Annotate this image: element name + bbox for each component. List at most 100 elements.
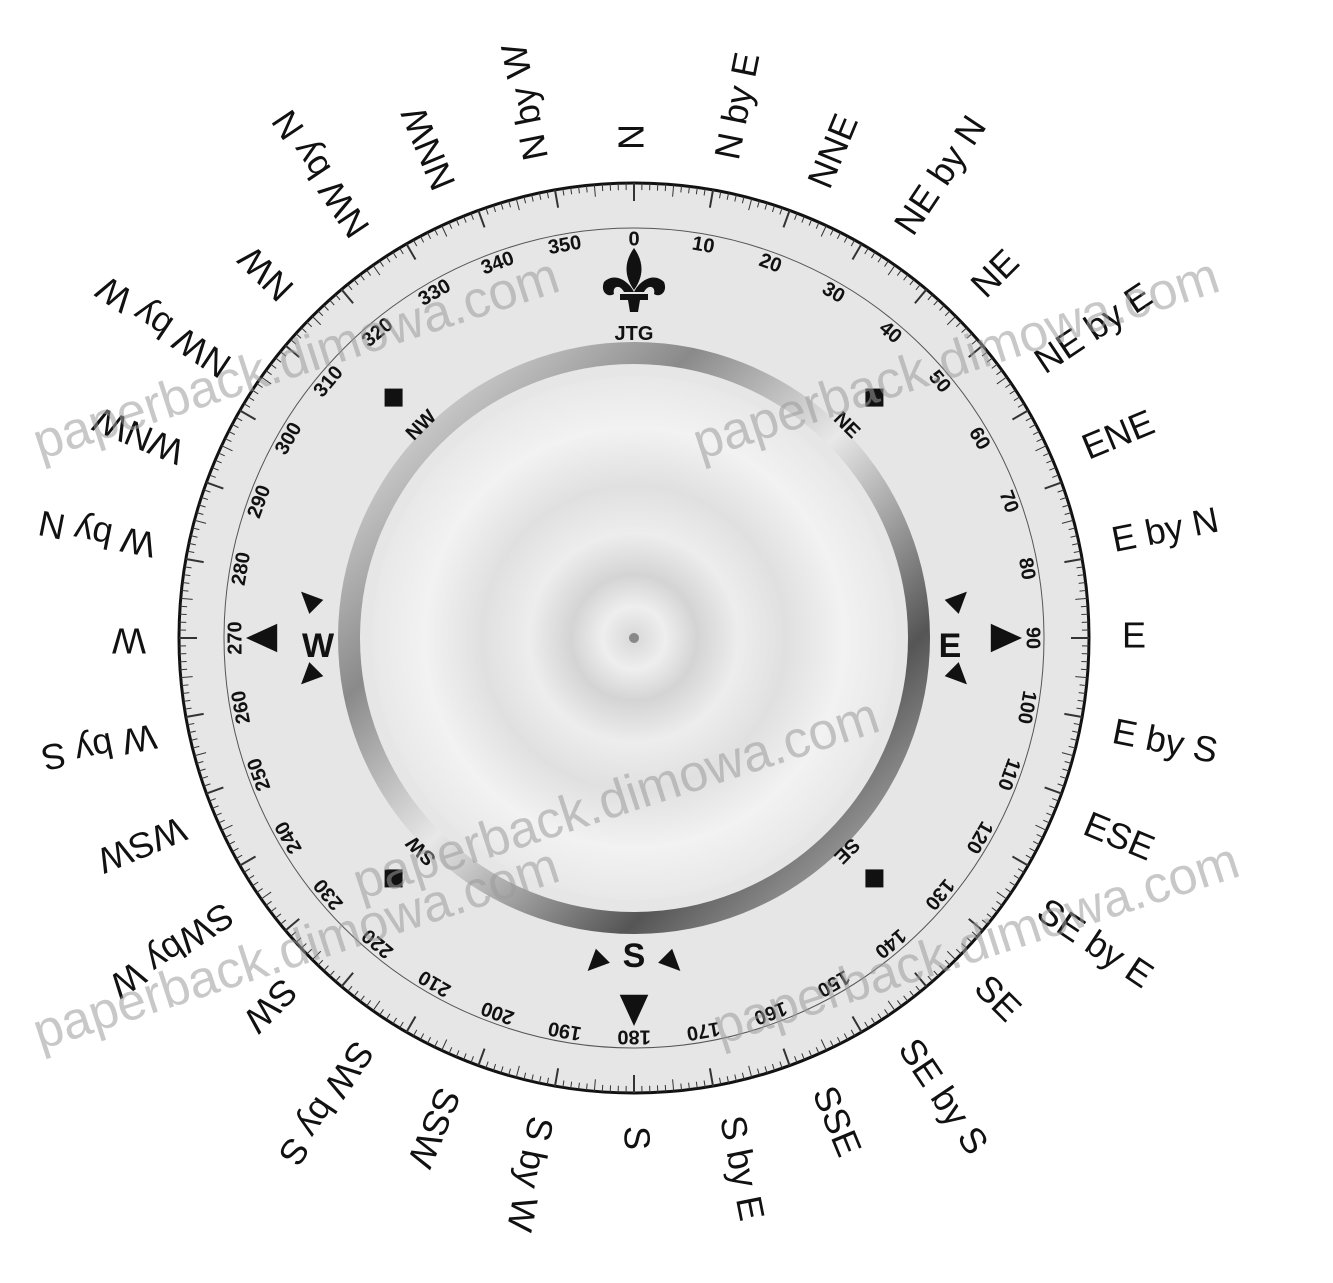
- degree-tick: [1032, 840, 1040, 846]
- compass-point-label: SE: [967, 966, 1030, 1029]
- degree-tick: [317, 310, 324, 317]
- degree-tick: [247, 396, 255, 402]
- triangle-pointer-icon: [658, 948, 681, 971]
- degree-tick: [1046, 459, 1054, 464]
- degree-tick: [211, 805, 219, 809]
- degree-tick: [405, 243, 417, 261]
- inner-dial-edge: [223, 227, 1045, 1049]
- degree-tick: [850, 239, 856, 247]
- degree-tick: [968, 918, 984, 932]
- degree-tick: [399, 247, 404, 255]
- degree-tick: [500, 202, 504, 210]
- degree-tick: [966, 937, 973, 943]
- compass-point-label: W: [112, 620, 146, 661]
- degree-tick: [1077, 699, 1085, 702]
- degree-tick: [1009, 881, 1016, 887]
- degree-tick: [1062, 768, 1070, 772]
- degree-tick: [198, 768, 206, 772]
- degree-tick: [372, 1000, 381, 1012]
- degree-tick: [955, 948, 962, 955]
- degree-tick: [695, 1081, 698, 1089]
- degree-tick: [688, 186, 690, 194]
- degree-tick: [870, 251, 876, 259]
- degree-tick: [1077, 574, 1085, 577]
- degree-tick: [939, 304, 945, 311]
- degree-tick: [198, 504, 206, 508]
- degree-tick: [986, 913, 993, 919]
- degree-tick: [946, 315, 957, 326]
- degree-tick: [181, 589, 189, 592]
- degree-tick: [359, 995, 365, 1002]
- degree-tick: [1079, 684, 1087, 687]
- degree-tick: [1013, 396, 1021, 402]
- degree-tick: [1005, 888, 1012, 893]
- degree-tick: [196, 512, 204, 515]
- compass-point-label: N: [611, 124, 652, 150]
- compass-point-label: N by W: [493, 40, 556, 164]
- degree-tick: [961, 327, 968, 333]
- degree-tick: [463, 215, 467, 223]
- degree-tick: [463, 1053, 467, 1061]
- degree-tick: [372, 264, 381, 276]
- degree-tick: [991, 907, 998, 913]
- degree-tick: [515, 1065, 520, 1078]
- degree-tick: [734, 1074, 737, 1082]
- degree-tick: [933, 970, 939, 977]
- degree-tick: [412, 239, 418, 247]
- degree-tick: [1064, 512, 1072, 515]
- degree-tick: [1017, 868, 1025, 873]
- degree-tick: [1078, 692, 1086, 694]
- degree-tick: [927, 975, 933, 982]
- degree-tick: [538, 1076, 542, 1084]
- degree-tick: [206, 786, 224, 795]
- degree-tick: [578, 1082, 580, 1090]
- degree-tick: [546, 1077, 550, 1085]
- degree-tick: [366, 1000, 372, 1007]
- degree-tick: [1043, 452, 1050, 457]
- degree-tick: [703, 1080, 706, 1088]
- degree-tick: [239, 409, 257, 421]
- degree-tick: [323, 304, 329, 311]
- degree-tick: [748, 198, 753, 211]
- south-letter: S: [623, 937, 646, 975]
- degree-label: 10: [690, 233, 716, 259]
- degree-tick: [1011, 855, 1029, 867]
- degree-label: 90: [1022, 627, 1044, 649]
- compass-point-label: SSW: [400, 1082, 469, 1173]
- degree-tick: [864, 247, 869, 255]
- degree-tick: [757, 1068, 760, 1076]
- degree-tick: [971, 339, 978, 345]
- degree-tick: [1057, 489, 1065, 493]
- degree-tick: [554, 189, 560, 208]
- degree-tick: [870, 1017, 876, 1025]
- degree-tick: [379, 260, 384, 267]
- degree-tick: [1005, 383, 1012, 388]
- degree-tick: [500, 1066, 504, 1074]
- degree-tick: [187, 722, 195, 726]
- degree-tick: [385, 1013, 391, 1020]
- degree-tick: [323, 965, 329, 972]
- degree-tick: [508, 200, 511, 208]
- degree-tick: [1072, 542, 1080, 546]
- degree-tick: [1073, 722, 1081, 726]
- degree-tick: [688, 1082, 690, 1090]
- degree-tick: [672, 1079, 675, 1092]
- degree-tick: [523, 196, 527, 204]
- degree-tick: [284, 344, 300, 358]
- degree-tick: [329, 970, 335, 977]
- degree-tick: [196, 761, 204, 764]
- degree-tick: [228, 430, 236, 436]
- compass-point-label: SE by S: [891, 1031, 997, 1162]
- degree-tick: [1049, 467, 1057, 471]
- degree-tick: [794, 1056, 798, 1063]
- degree-label: 180: [617, 1026, 650, 1048]
- degree-tick: [981, 919, 988, 925]
- degree-tick: [295, 333, 302, 339]
- degree-tick: [836, 1036, 842, 1044]
- compass-point-label: W by S: [38, 716, 160, 779]
- degree-tick: [981, 351, 988, 357]
- degree-tick: [1073, 550, 1081, 554]
- degree-tick: [695, 187, 698, 195]
- degree-tick: [224, 833, 232, 838]
- degree-tick: [1052, 798, 1059, 802]
